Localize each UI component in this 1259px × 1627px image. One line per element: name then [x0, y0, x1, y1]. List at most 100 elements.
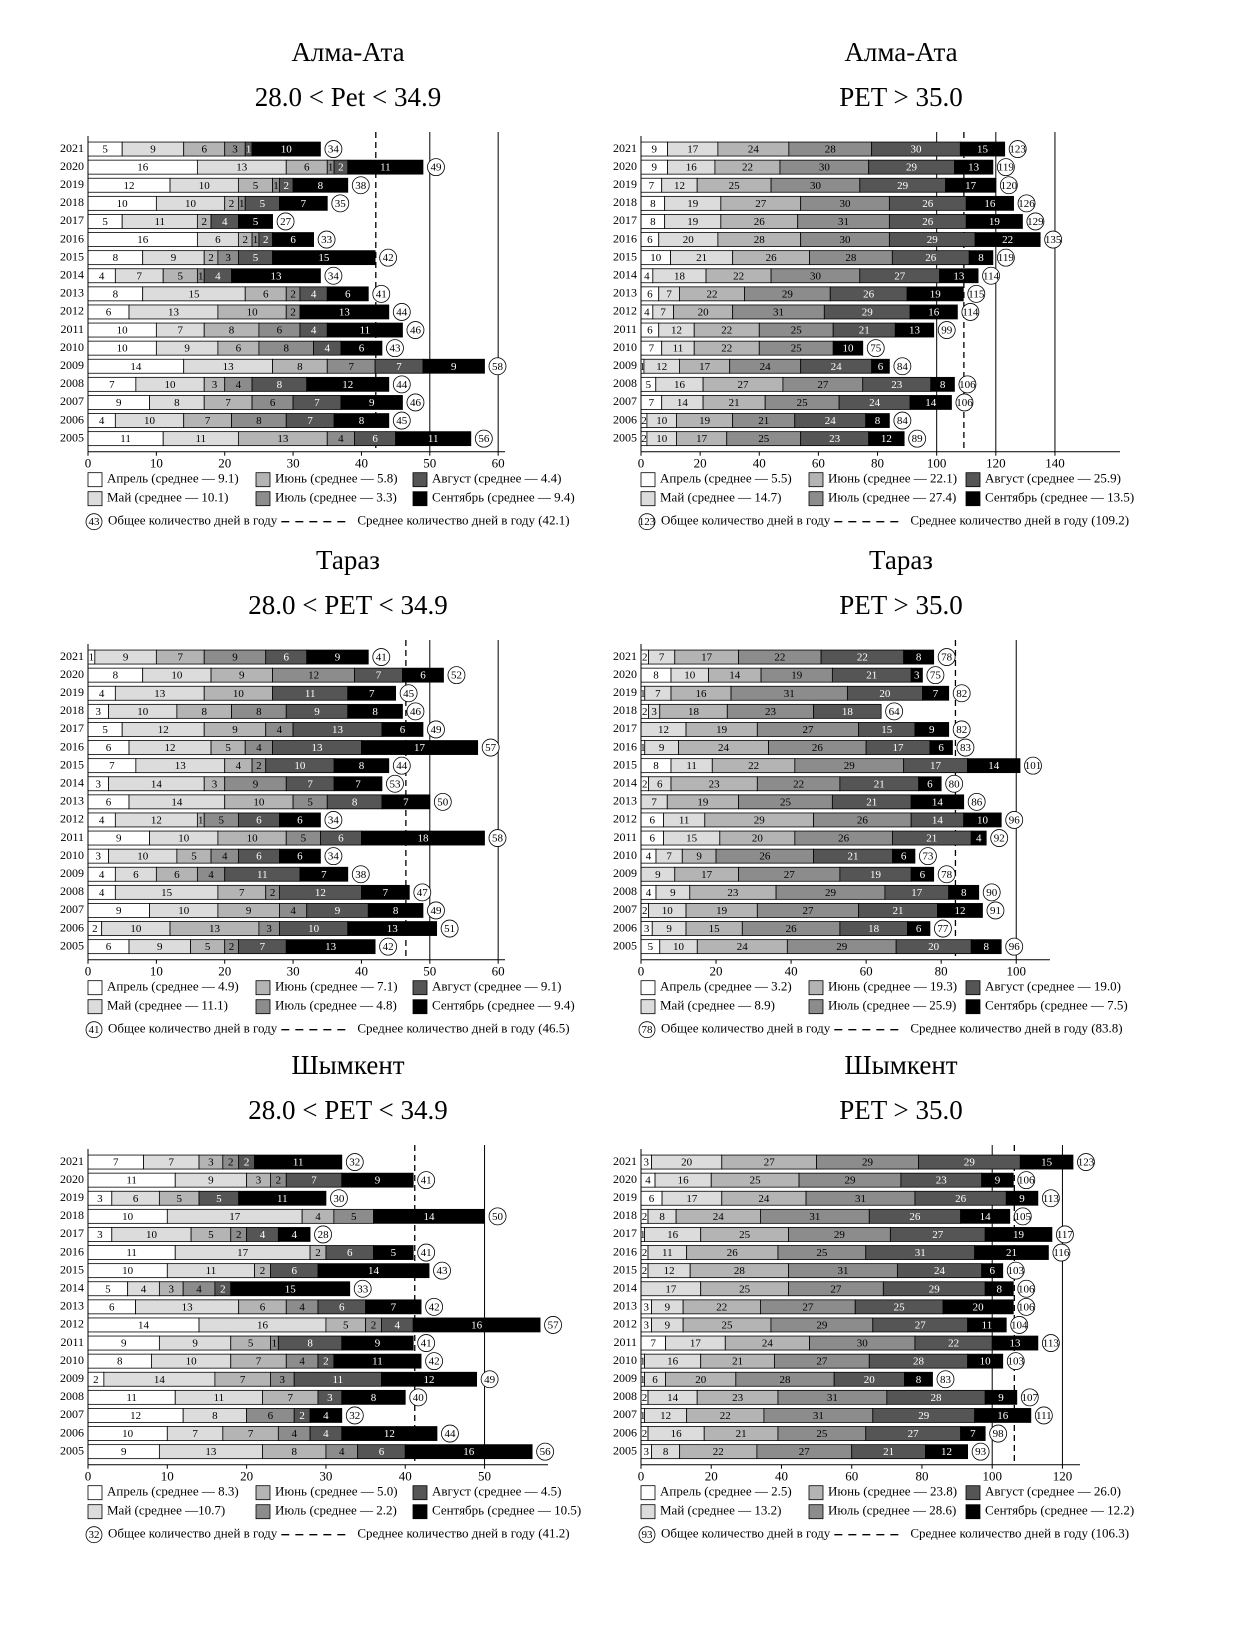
data-label: 19: [1013, 1229, 1025, 1241]
y-tick-label: 2021: [60, 1154, 84, 1168]
x-tick-label: 80: [915, 1469, 928, 1484]
total-label: 32: [349, 1410, 360, 1422]
total-circle: [934, 919, 952, 938]
data-label: 1: [272, 1338, 278, 1350]
total-circle: [379, 248, 398, 267]
legend-swatch: [965, 1485, 981, 1501]
bar-segment: [340, 340, 383, 356]
data-label: 15: [686, 833, 698, 845]
data-label: 5: [205, 941, 211, 953]
total-circle: [1034, 1406, 1053, 1425]
bar-segment: [906, 286, 964, 302]
data-label: 12: [124, 180, 135, 192]
bar-segment: [970, 830, 987, 846]
data-label: 9: [121, 1338, 127, 1350]
data-label: 6: [291, 1265, 297, 1277]
bar-segment: [967, 758, 1021, 774]
data-label: 7: [225, 397, 231, 409]
total-circle: [1013, 1207, 1032, 1226]
data-label: 6: [372, 433, 378, 445]
total-label: 32: [349, 1157, 360, 1169]
data-label: 17: [699, 361, 711, 373]
data-label: 20: [864, 1374, 876, 1386]
x-tick-label: 60: [860, 964, 873, 979]
x-tick-label: 60: [492, 456, 505, 471]
x-tick-label: 0: [85, 964, 92, 979]
data-label: 15: [1041, 1157, 1053, 1169]
y-tick-label: 2010: [60, 848, 84, 862]
x-tick-label: 40: [753, 456, 766, 471]
total-circle: [417, 1243, 436, 1262]
bar-segment: [347, 685, 397, 701]
total-label: 38: [355, 180, 367, 192]
legend-swatch: [965, 472, 981, 488]
data-label: 12: [165, 742, 176, 754]
bar-segment: [967, 1353, 1004, 1369]
data-label: 22: [793, 778, 804, 790]
data-label: 9: [171, 252, 177, 264]
x-tick-label: 120: [1053, 1469, 1073, 1484]
total-circle: [324, 811, 343, 829]
total-label: 42: [383, 941, 394, 953]
data-label: 7: [383, 887, 389, 899]
total-circle: [425, 1352, 444, 1371]
data-label: 8: [371, 1392, 377, 1404]
total-circle: [406, 393, 425, 412]
total-circle: [351, 176, 370, 195]
data-label: 12: [384, 1428, 395, 1440]
data-label: 11: [380, 162, 391, 174]
data-label: 10: [977, 814, 989, 826]
x-tick-label: 40: [785, 964, 798, 979]
data-label: 2: [642, 706, 648, 718]
data-label: 20: [973, 1301, 985, 1313]
data-label: 10: [656, 433, 668, 445]
data-label: 7: [109, 379, 115, 391]
total-circle: [536, 1442, 555, 1461]
data-label: 11: [305, 688, 316, 700]
data-label: 13: [209, 923, 221, 935]
data-label: 2: [228, 1157, 234, 1169]
total-circle: [1006, 1352, 1025, 1371]
data-label: 3: [914, 670, 920, 682]
total-circle: [1026, 212, 1045, 231]
y-tick-label: 2017: [60, 213, 84, 227]
bar-segment: [333, 758, 390, 774]
bar-segment: [963, 812, 1002, 828]
data-label: 2: [220, 1283, 226, 1295]
data-label: 14: [424, 1211, 436, 1223]
data-label: 12: [342, 379, 353, 391]
data-label: 27: [816, 1356, 828, 1368]
data-label: 10: [253, 796, 265, 808]
data-label: 16: [137, 162, 149, 174]
bar-segment: [381, 1371, 478, 1387]
bar-segment: [306, 376, 390, 392]
y-tick-label: 2007: [613, 902, 637, 916]
y-tick-label: 2006: [613, 1425, 637, 1439]
total-label: 114: [962, 306, 979, 318]
total-label: 106: [1018, 1283, 1035, 1295]
data-label: 2: [229, 198, 235, 210]
y-tick-label: 2017: [613, 1226, 637, 1240]
total-circle: [488, 1207, 507, 1226]
data-label: 11: [154, 216, 165, 228]
data-label: 5: [191, 851, 197, 863]
y-tick-label: 2011: [60, 830, 84, 844]
data-label: 26: [766, 252, 778, 264]
data-label: 5: [343, 1319, 349, 1331]
bar-segment: [959, 141, 1006, 157]
data-label: 6: [174, 869, 180, 881]
data-label: 6: [938, 742, 944, 754]
data-label: 16: [471, 1319, 483, 1331]
data-label: 16: [696, 688, 708, 700]
legend-label: Апрель (среднее — 8.3): [107, 1484, 239, 1499]
bar-segment: [340, 395, 403, 410]
data-label: 9: [995, 1175, 1001, 1187]
bar-segment: [299, 304, 390, 320]
y-tick-label: 2013: [60, 286, 84, 300]
chart-subtitle: PET > 35.0: [839, 1095, 963, 1125]
data-label: 28: [845, 252, 857, 264]
total-circle: [406, 702, 425, 721]
data-label: 6: [339, 1301, 345, 1313]
y-tick-label: 2018: [613, 703, 637, 717]
data-label: 25: [750, 1175, 762, 1187]
